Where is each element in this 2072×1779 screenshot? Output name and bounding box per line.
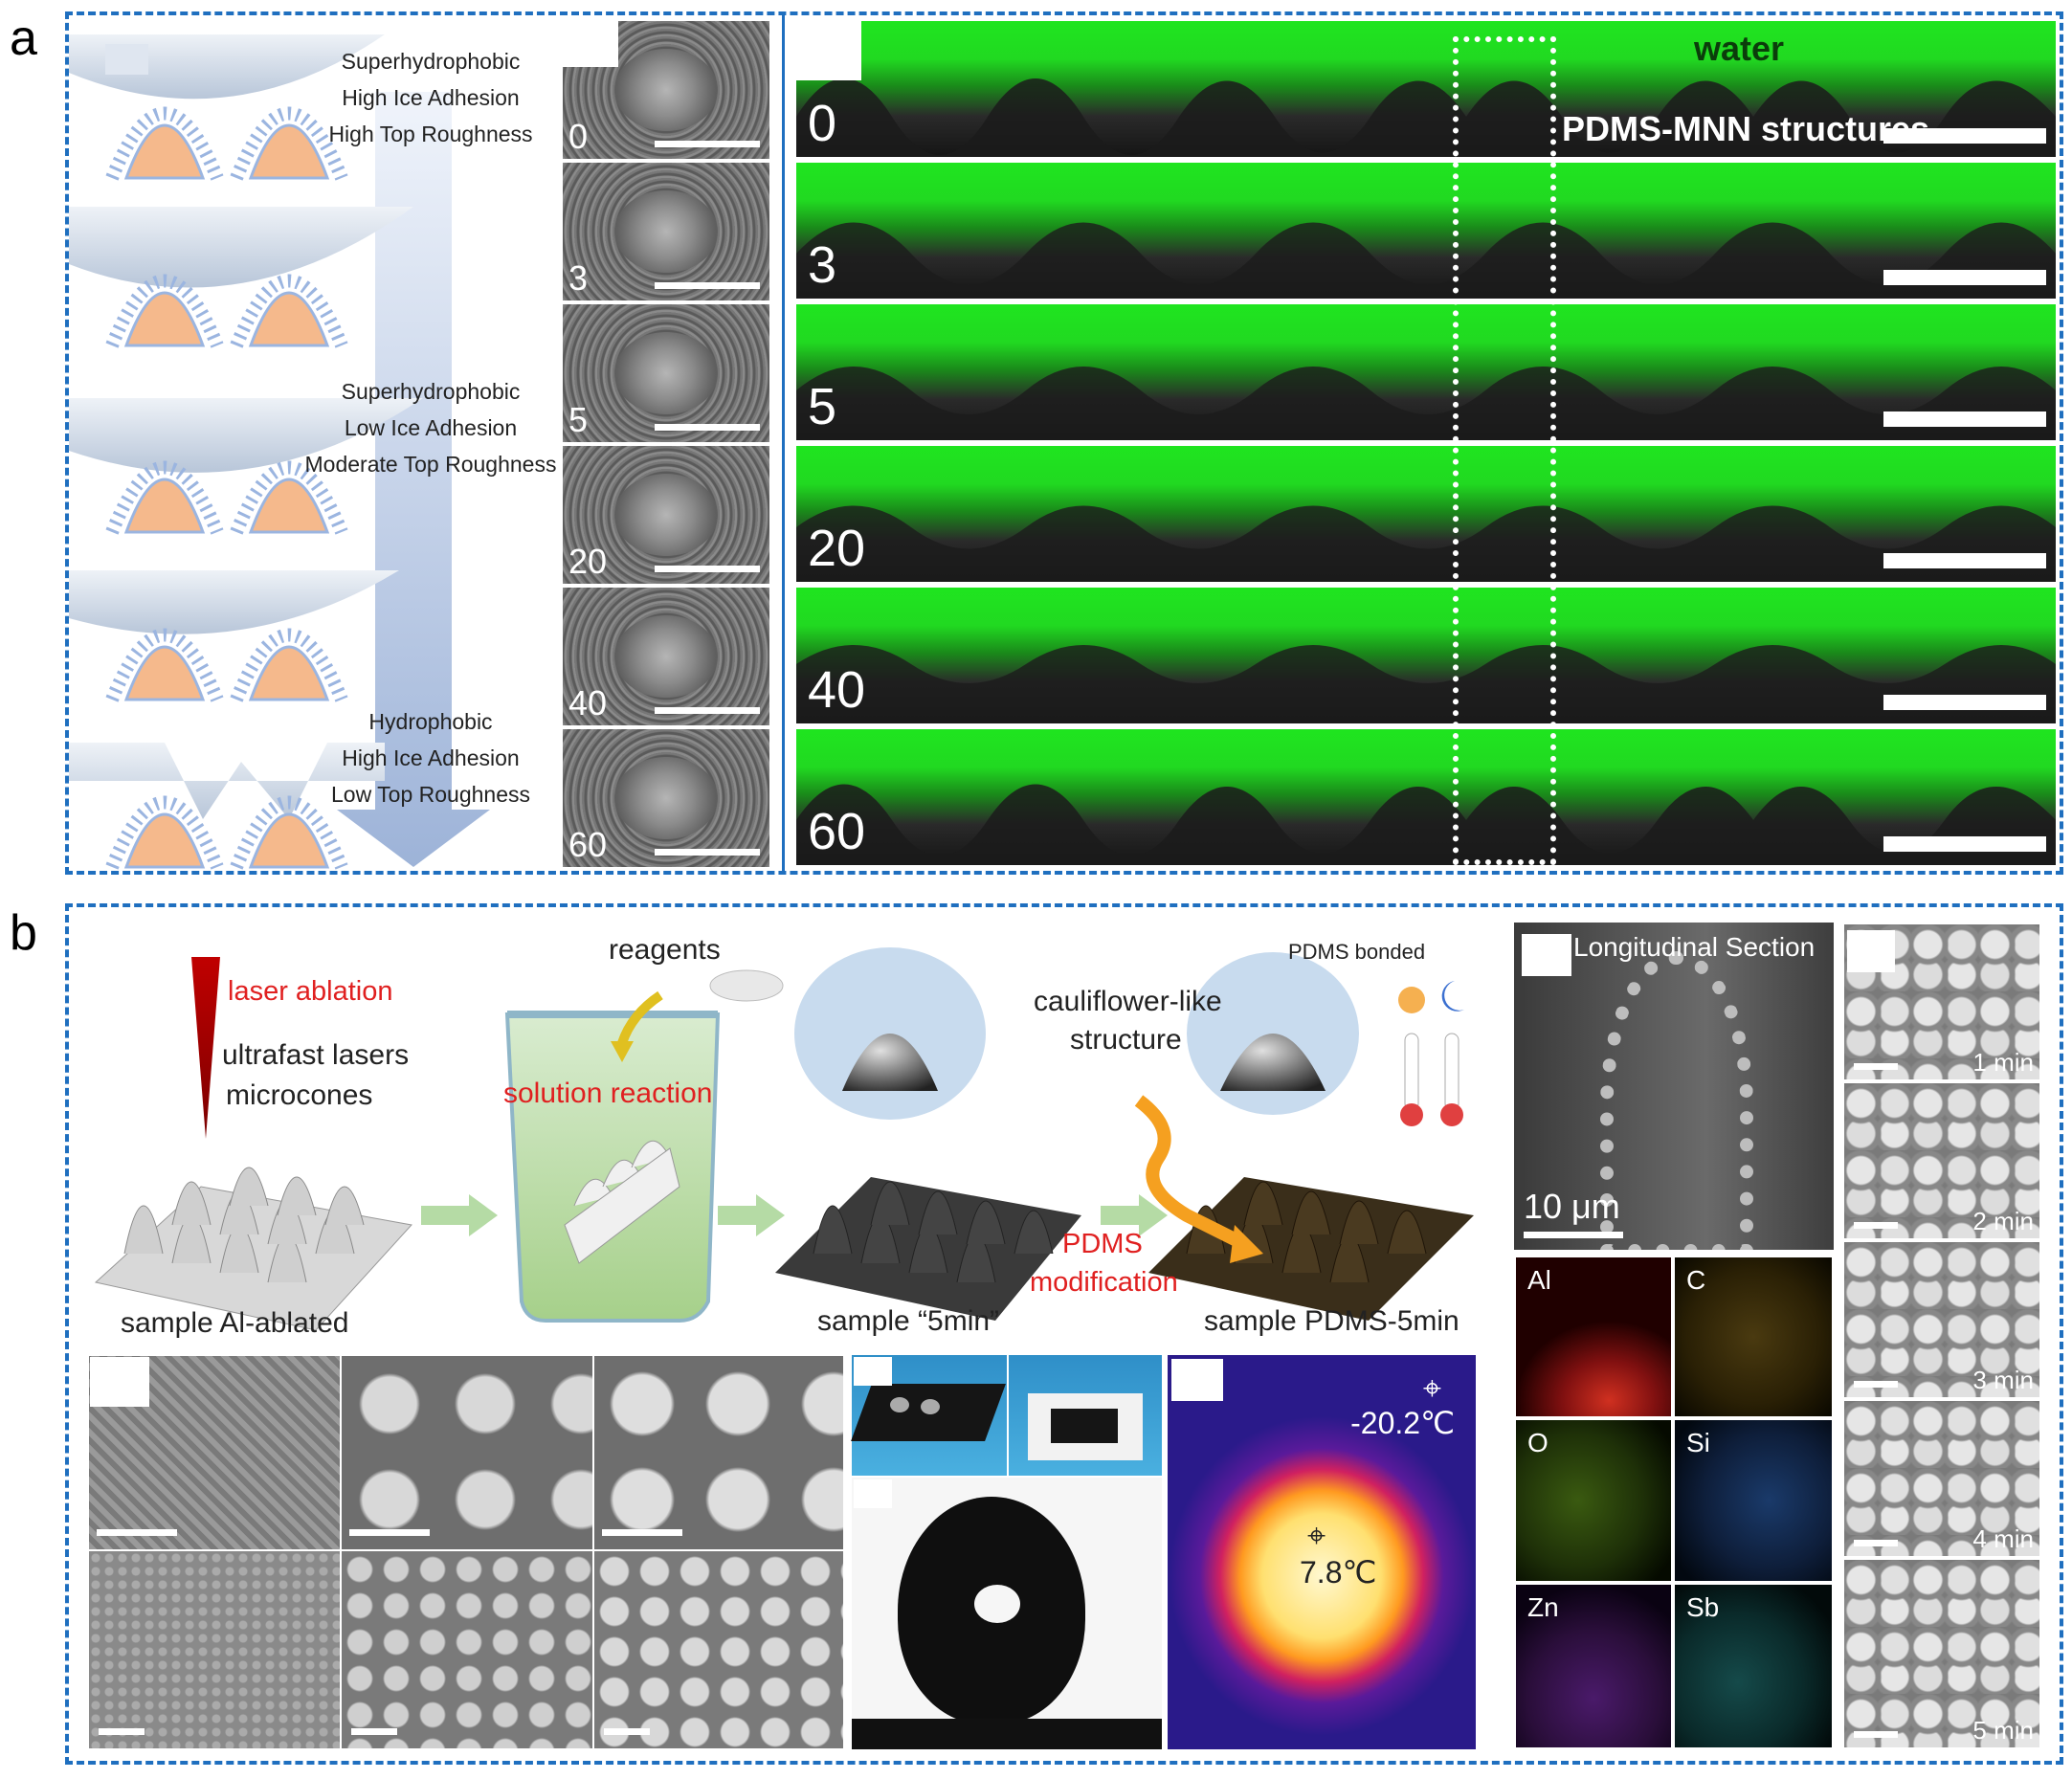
thermometer-icon (1404, 1033, 1419, 1111)
longitudinal-section: Longitudinal Section 10 μm (1514, 923, 1834, 1250)
fluor-row-0: 0 (796, 21, 2056, 157)
sem-label-mask (561, 19, 618, 67)
thermal-label-mask (1171, 1359, 1223, 1401)
sem-grid-bottom-2 (341, 1550, 593, 1749)
ambient-temp-label: -20.2℃ (1350, 1406, 1455, 1440)
contact-angle-droplet (852, 1478, 1162, 1749)
label-mask (105, 44, 148, 75)
eds-map-sb: Sb (1673, 1583, 1834, 1749)
schematic-group-2: Superhydrophobic Low Ice Adhesion Modera… (304, 379, 557, 477)
sem-grid-label-mask (90, 1357, 149, 1407)
eds-map-o: O (1514, 1418, 1673, 1583)
eds-map-c: C (1673, 1256, 1834, 1418)
thermal-image: -20.2℃ ⌖ 7.8℃ ⌖ (1168, 1355, 1476, 1749)
schematic-group-1: Superhydrophobic High Ice Adhesion High … (328, 49, 533, 146)
sample-al-ablated-label: sample Al-ablated (121, 1307, 349, 1339)
photo-sample-ice (1009, 1355, 1162, 1476)
sem-time-3min: 3 min (1842, 1240, 2041, 1399)
sem-image-5: 5 (561, 302, 771, 444)
fluor-row-5: 5 (796, 304, 2056, 440)
sem-image-60: 60 (561, 727, 771, 869)
eds-map-zn: Zn (1514, 1583, 1673, 1749)
moon-icon (1441, 981, 1464, 1012)
process-schematic (94, 947, 1474, 1331)
sem-grid-bottom-3 (593, 1550, 844, 1749)
laser-beam-icon (191, 957, 220, 1139)
sample-pdms-5min-label: sample PDMS-5min (1204, 1305, 1459, 1337)
sem-grid-top-1 (88, 1355, 341, 1550)
eds-map-al: Al (1514, 1256, 1673, 1418)
trend-arrow-icon (337, 92, 490, 867)
cauliflower-label-1: cauliflower-like (1034, 986, 1222, 1017)
sun-icon (1398, 987, 1425, 1013)
time-label-mask (1847, 930, 1895, 972)
sem-time-1min: 1 min (1842, 923, 2041, 1081)
pdms-mnn-label: PDMS-MNN structures (1562, 109, 1930, 148)
fluor-label-mask (796, 21, 861, 80)
panel-b-frame (65, 903, 2063, 1765)
pdms-bonded-label: PDMS bonded (1288, 940, 1426, 964)
pdms-modification-label-1: PDMS (1062, 1229, 1143, 1259)
sem-time-4min: 4 min (1842, 1399, 2041, 1558)
scale-10um-label: 10 μm (1524, 1187, 1620, 1226)
thermometer-icon (1444, 1033, 1459, 1111)
sem-time-5min: 5 min (1842, 1558, 2041, 1749)
panel-a-divider (782, 13, 785, 873)
schematic-group-3: Hydrophobic High Ice Adhesion Low Top Ro… (331, 709, 530, 807)
arrow-2-icon (718, 1194, 785, 1236)
longitudinal-label-mask (1522, 934, 1571, 976)
eds-map-si: Si (1673, 1418, 1834, 1583)
microcones-label: microcones (226, 1079, 373, 1111)
droplet-label-mask (854, 1479, 892, 1508)
wetting-schematic (69, 34, 490, 870)
laser-ablation-label: laser ablation (228, 976, 393, 1007)
crosshair-icon: ⌖ (1422, 1370, 1441, 1407)
sem-image-3: 3 (561, 161, 771, 302)
sem-grid-bottom-1 (88, 1550, 341, 1749)
sem-time-2min: 2 min (1842, 1081, 2041, 1240)
panel-a-frame (65, 11, 2063, 875)
reagents-label: reagents (609, 934, 721, 966)
pdms-modification-label-2: modification (1030, 1267, 1178, 1298)
ultrafast-lasers-label: ultrafast lasers (222, 1039, 410, 1071)
fluor-row-20: 20 (796, 446, 2056, 582)
photo-label-mask (854, 1357, 892, 1386)
sem-grid-top-2 (341, 1355, 593, 1550)
longitudinal-title: Longitudinal Section (1573, 932, 1816, 962)
sem-grid-top-3 (593, 1355, 844, 1550)
fluor-row-40: 40 (796, 588, 2056, 723)
arrow-1-icon (421, 1194, 498, 1236)
fluor-row-3: 3 (796, 163, 2056, 299)
center-temp-label: 7.8℃ (1300, 1555, 1377, 1590)
panel-b-letter: b (10, 905, 37, 961)
cauliflower-label-2: structure (1070, 1024, 1182, 1056)
sample-5min-label: sample “5min” (817, 1305, 1000, 1337)
sem-image-40: 40 (561, 586, 771, 727)
sem-image-20: 20 (561, 444, 771, 586)
highlight-dashed-column (1453, 36, 1556, 865)
panel-a-letter: a (10, 11, 37, 66)
water-label: water (1694, 29, 1785, 68)
arrow-3-icon (1101, 1194, 1168, 1236)
fluor-row-60: 60 (796, 729, 2056, 865)
crosshair-icon: ⌖ (1307, 1518, 1326, 1554)
solution-reaction-label: solution reaction (503, 1078, 713, 1109)
